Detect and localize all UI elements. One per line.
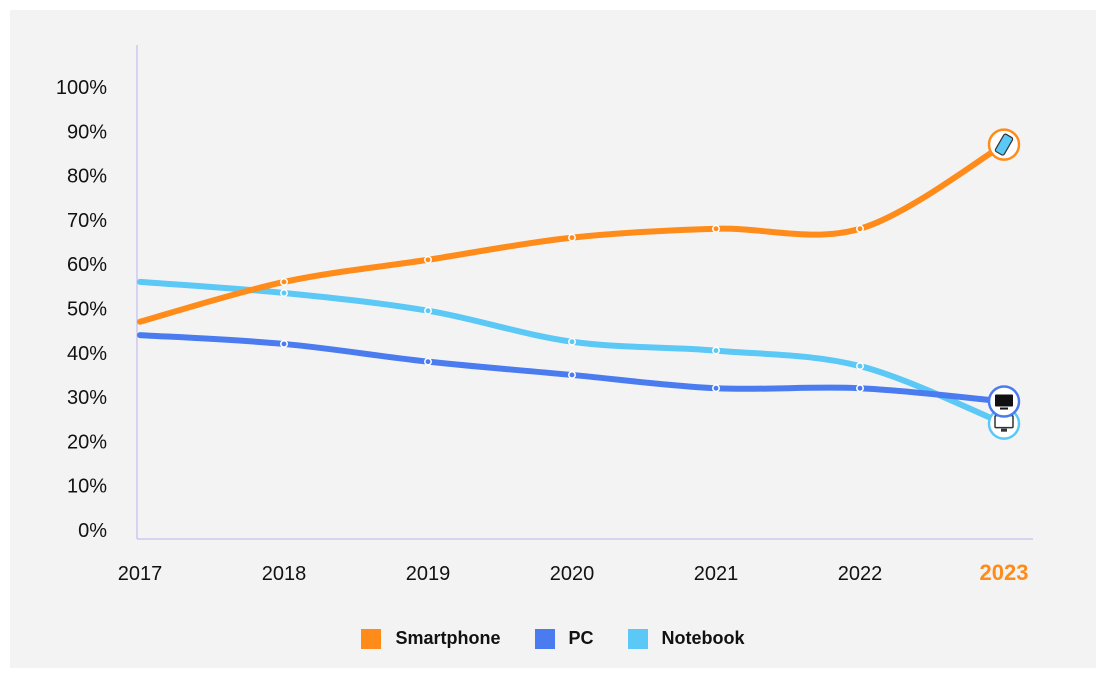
y-tick-label: 0%: [78, 520, 107, 542]
data-point-pc: [280, 339, 288, 348]
data-point-pc: [568, 371, 576, 379]
laptop-base: [1001, 428, 1007, 432]
chart-end-icons: [987, 128, 1021, 440]
y-tick-label: 90%: [67, 121, 107, 143]
data-point-pc: [712, 384, 720, 393]
legend-item-pc: PC: [534, 628, 594, 649]
y-tick-label: 10%: [67, 476, 107, 498]
data-point-smartphone: [280, 277, 288, 286]
smartphone-icon: [987, 128, 1021, 161]
legend-label-smartphone: Smartphone: [395, 628, 501, 648]
legend-swatch-smartphone: [361, 628, 382, 649]
data-point-notebook: [280, 289, 288, 297]
y-tick-label: 60%: [67, 254, 107, 276]
data-point-smartphone: [856, 224, 864, 233]
monitor-screen: [995, 394, 1013, 407]
y-tick-label: 40%: [67, 343, 107, 365]
x-tick-label: 2021: [694, 563, 739, 585]
y-tick-label: 50%: [67, 299, 107, 321]
y-tick-label: 80%: [67, 166, 107, 188]
x-tick-label: 2018: [262, 563, 307, 585]
legend-item-notebook: Notebook: [627, 628, 745, 649]
legend-label-notebook: Notebook: [661, 628, 745, 648]
data-point-smartphone: [712, 224, 720, 233]
legend-swatch-pc: [534, 628, 555, 649]
y-tick-label: 70%: [67, 210, 107, 232]
data-point-smartphone: [424, 255, 432, 264]
chart-axes: 0% 10% 20% 30% 40% 50% 60% 70% 80% 90% 100% 2017 201…: [56, 45, 1033, 585]
data-point-notebook: [568, 337, 576, 346]
series-line-smartphone: [137, 141, 1007, 325]
legend-swatch-notebook: [627, 628, 648, 649]
series-line-notebook: [137, 278, 1007, 427]
x-tick-label: 2017: [118, 563, 163, 585]
x-tick-label: 2023: [980, 560, 1029, 585]
monitor-stand: [1000, 407, 1008, 410]
data-point-pc: [856, 384, 864, 393]
x-tick-label: 2022: [838, 563, 883, 585]
chart-series: [137, 141, 1007, 427]
y-tick-label: 20%: [67, 431, 107, 453]
x-tick-label: 2019: [406, 563, 451, 585]
data-point-notebook: [712, 346, 720, 355]
chart-legend: Smartphone PC Notebook: [0, 628, 1106, 649]
y-tick-label: 100%: [56, 77, 107, 99]
legend-item-smartphone: Smartphone: [361, 628, 501, 649]
phone-body: [994, 133, 1014, 156]
data-point-notebook: [424, 306, 432, 315]
x-tick-label: 2020: [550, 563, 595, 585]
data-point-smartphone: [568, 233, 576, 242]
desktop-pc-icon: [987, 385, 1021, 418]
y-tick-label: 30%: [67, 387, 107, 409]
legend-label-pc: PC: [568, 628, 594, 648]
data-point-pc: [424, 357, 432, 366]
data-point-notebook: [856, 362, 864, 371]
chart-markers: [280, 224, 864, 393]
